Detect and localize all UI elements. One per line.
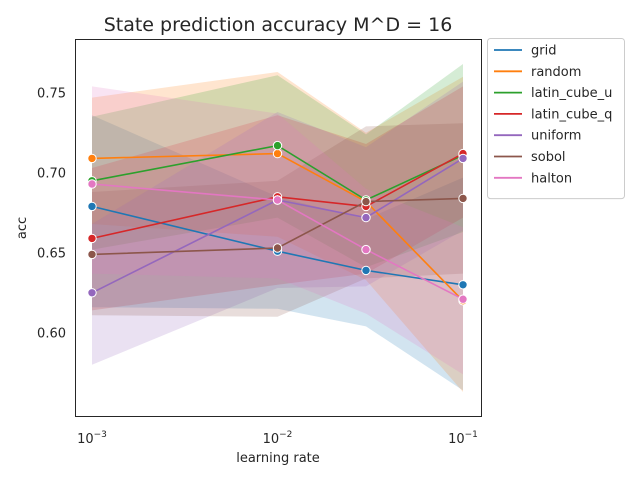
- legend-label-latin_cube_q: latin_cube_q: [531, 107, 612, 122]
- series-line-grid: [91, 205, 464, 286]
- data-point-sobol: [361, 196, 371, 207]
- data-point-uniform: [458, 153, 468, 164]
- chart-title: State prediction accuracy M^D = 16: [104, 14, 453, 36]
- series-markers: [87, 140, 468, 306]
- confidence-band-random: [92, 72, 463, 392]
- series-lines: [91, 144, 464, 302]
- x-tick-label: 10−3: [77, 430, 107, 447]
- data-point-halton: [87, 179, 97, 189]
- y-tick-label: 0.65: [37, 246, 66, 261]
- series-line-latin_cube_u: [91, 144, 464, 201]
- legend-label-grid: grid: [531, 44, 556, 59]
- data-point-random: [272, 148, 283, 159]
- data-point-uniform: [87, 288, 97, 298]
- x-axis: 10−3 10−2 10−1: [77, 430, 478, 447]
- data-point-halton: [458, 294, 468, 304]
- x-tick-label: 10−1: [448, 430, 478, 447]
- series-line-latin_cube_q: [91, 152, 464, 240]
- legend: grid random latin_cube_u latin_cube_qunifor…: [487, 38, 625, 200]
- data-point-uniform: [361, 212, 371, 223]
- y-axis: 0.60 0.65 0.70 0.75: [37, 86, 66, 341]
- data-point-grid: [361, 265, 371, 276]
- y-tick-label: 0.70: [37, 166, 66, 181]
- x-tick-label: 10−2: [263, 430, 293, 447]
- legend-label-halton: halton: [531, 171, 572, 186]
- series-line-halton: [91, 183, 464, 300]
- data-point-halton: [361, 244, 371, 255]
- series-line-uniform: [91, 157, 464, 294]
- data-point-sobol: [87, 249, 97, 260]
- data-point-grid: [458, 280, 468, 290]
- legend-label-latin_cube_u: latin_cube_u: [531, 86, 612, 101]
- y-tick-label: 0.75: [37, 86, 66, 101]
- legend-label-uniform: uniform: [531, 129, 581, 144]
- data-point-latin_cube_u: [272, 140, 283, 151]
- confidence-bands: [92, 64, 463, 392]
- confidence-band-uniform: [92, 81, 463, 365]
- data-point-latin_cube_q: [87, 233, 97, 244]
- plot-frame: [75, 39, 482, 417]
- series-line-random: [91, 152, 464, 302]
- legend-frame: [487, 38, 625, 200]
- data-point-sobol: [272, 243, 283, 253]
- x-axis-title: learning rate: [236, 451, 320, 466]
- y-axis-title: acc: [15, 217, 30, 239]
- y-tick-label: 0.60: [37, 326, 66, 341]
- confidence-band-halton: [92, 86, 463, 375]
- legend-label-sobol: sobol: [531, 150, 566, 165]
- data-point-grid: [87, 201, 97, 212]
- legend-label-random: random: [531, 65, 581, 80]
- data-point-halton: [272, 195, 283, 205]
- data-point-sobol: [458, 193, 468, 204]
- data-point-random: [87, 153, 97, 164]
